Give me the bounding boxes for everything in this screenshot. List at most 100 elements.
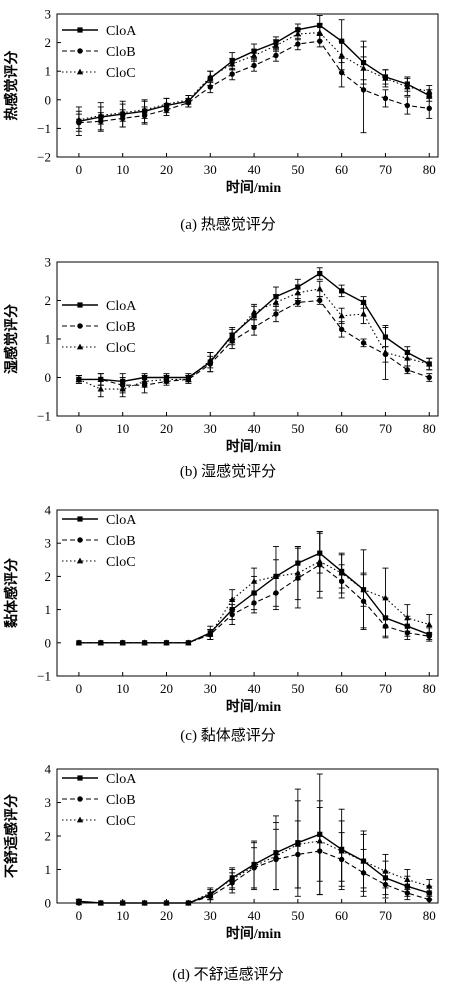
y-tick-label: 1 <box>45 602 52 617</box>
data-point <box>316 558 323 564</box>
data-point <box>272 42 280 48</box>
data-point <box>426 360 433 367</box>
data-point <box>250 577 258 584</box>
data-point <box>404 83 411 90</box>
data-point <box>163 100 170 107</box>
x-tick-label: 50 <box>291 908 304 923</box>
data-point <box>97 112 104 118</box>
data-point <box>338 569 345 576</box>
data-point <box>360 87 367 93</box>
y-tick-label: 0 <box>45 92 52 107</box>
data-point <box>250 52 258 58</box>
data-point <box>163 376 170 382</box>
x-tick-label: 0 <box>76 421 83 436</box>
data-point <box>75 897 83 904</box>
data-point <box>250 862 258 869</box>
x-tick-label: 10 <box>116 421 129 436</box>
series-line <box>78 288 430 390</box>
y-tick-label: 2 <box>45 293 52 308</box>
x-tick-label: 80 <box>423 681 436 696</box>
x-tick-label: 40 <box>248 421 261 436</box>
y-axis-label: 热感觉评分 <box>3 51 20 121</box>
x-tick-label: 60 <box>335 162 348 177</box>
data-point <box>251 324 257 331</box>
data-point <box>141 639 148 646</box>
x-tick-label: 60 <box>335 421 348 436</box>
data-point <box>97 385 104 392</box>
data-point <box>404 614 411 621</box>
series-CloC <box>75 800 433 906</box>
y-axis-label: 湿感觉评分 <box>3 304 20 374</box>
legend-label: CloC <box>106 66 136 81</box>
x-tick-label: 70 <box>379 162 392 177</box>
data-point <box>207 84 213 90</box>
data-point <box>360 299 367 306</box>
data-point <box>272 573 280 579</box>
x-tick-label: 40 <box>248 908 261 923</box>
data-point <box>141 899 148 906</box>
legend-label: CloC <box>106 341 136 356</box>
data-point <box>426 896 432 903</box>
y-tick-label: 1 <box>45 332 52 347</box>
y-tick-label: 3 <box>45 795 52 810</box>
data-point <box>360 310 367 317</box>
chart-panel-3: 0 10 20 30 40 50 60 70 80 −1 0 1 2 3 4 时间/min 黏体感评分 (c) 黏… <box>3 503 439 744</box>
data-point <box>294 289 302 296</box>
data-point <box>426 374 432 381</box>
x-tick-label: 80 <box>423 162 436 177</box>
data-point <box>316 29 323 35</box>
y-tick-label: −1 <box>37 669 51 684</box>
data-point <box>251 62 257 69</box>
x-tick-label: 20 <box>160 681 173 696</box>
data-point <box>382 867 389 874</box>
data-point <box>382 74 389 81</box>
x-tick-label: 0 <box>76 681 83 696</box>
data-point <box>382 95 389 102</box>
x-axis-label: 时间/min <box>226 179 281 196</box>
legend-label: CloC <box>106 814 136 829</box>
legend-marker <box>77 323 83 329</box>
data-point <box>185 639 192 646</box>
series-CloC <box>75 23 433 129</box>
y-tick-label: −1 <box>37 121 51 136</box>
data-point <box>426 105 432 112</box>
data-point <box>97 899 104 906</box>
legend-marker <box>77 775 83 781</box>
data-point <box>360 340 367 346</box>
x-tick-label: 30 <box>204 162 217 177</box>
y-tick-label: 0 <box>45 896 52 911</box>
legend-label: CloB <box>106 534 136 549</box>
legend: CloA CloB CloC <box>62 299 137 356</box>
legend-marker <box>76 68 84 75</box>
data-point <box>273 52 279 59</box>
data-point <box>294 30 302 37</box>
y-tick-label: 2 <box>45 35 52 50</box>
series-CloC <box>75 280 433 398</box>
y-tick-label: 3 <box>45 255 52 270</box>
data-point <box>229 611 235 618</box>
figure-caption: (b) 湿感觉评分 <box>180 463 276 480</box>
data-point <box>338 52 345 58</box>
data-point <box>141 377 148 384</box>
data-point <box>119 109 126 116</box>
x-tick-label: 50 <box>291 681 304 696</box>
x-tick-label: 50 <box>291 421 304 436</box>
data-point <box>228 60 236 67</box>
legend-marker <box>76 343 84 350</box>
data-point <box>294 840 302 847</box>
x-tick-label: 40 <box>248 162 261 177</box>
data-point <box>294 569 302 576</box>
data-point <box>229 71 235 77</box>
plot-frame <box>56 13 439 158</box>
data-point <box>273 311 279 317</box>
x-tick-label: 20 <box>160 908 173 923</box>
legend-marker <box>76 816 84 823</box>
data-point <box>360 64 367 71</box>
data-point <box>141 106 148 113</box>
x-tick-label: 60 <box>335 908 348 923</box>
legend: CloA CloB CloC <box>62 772 137 829</box>
x-tick-label: 10 <box>116 681 129 696</box>
series-line <box>78 560 430 644</box>
y-axis-label: 不舒适感评分 <box>3 794 20 878</box>
